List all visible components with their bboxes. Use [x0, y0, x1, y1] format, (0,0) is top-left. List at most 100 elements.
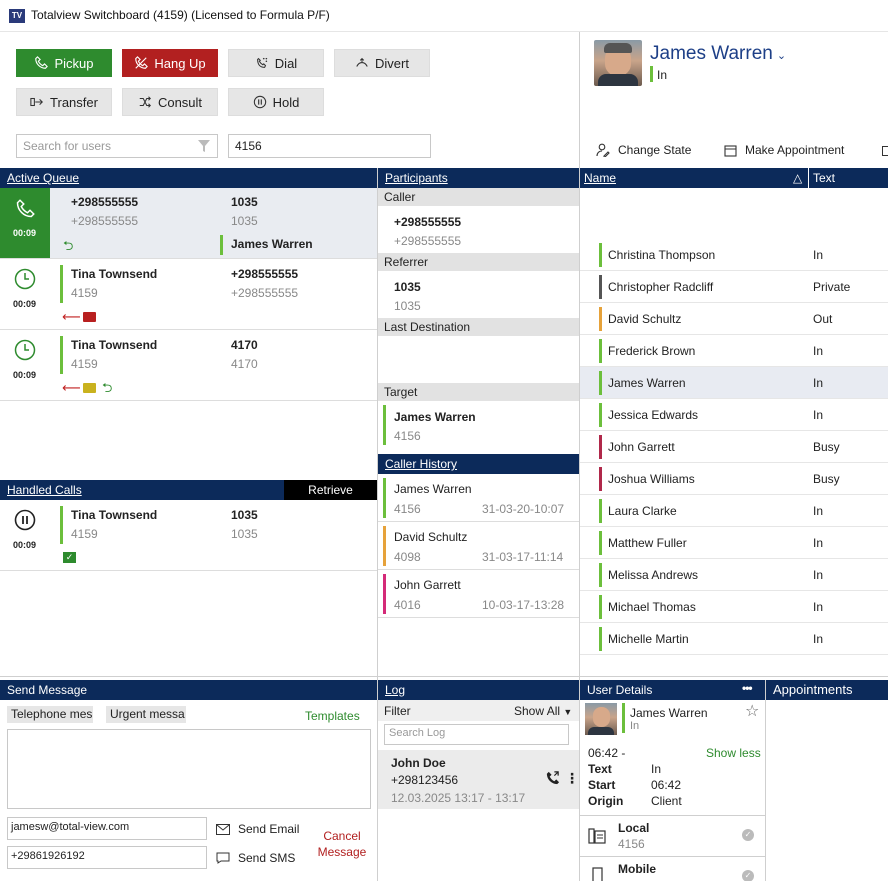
send-sms-button[interactable]: Send SMS: [216, 851, 295, 865]
directory-row[interactable]: Matthew Fuller In: [580, 527, 888, 559]
more-icon[interactable]: •••: [742, 681, 753, 695]
directory-row[interactable]: Frederick Brown In: [580, 335, 888, 367]
template-urgent-message[interactable]: Urgent messa: [106, 706, 186, 723]
log-header: Log: [378, 680, 579, 700]
caller-number: 4159: [71, 286, 98, 300]
caller-history-header: Caller History: [378, 454, 579, 474]
mobile-phone-row[interactable]: Mobile ✓: [580, 857, 765, 881]
caller-history-item[interactable]: David Schultz 4098 31-03-17-11:14: [378, 522, 579, 570]
message-textarea[interactable]: [7, 729, 371, 809]
user-search-input[interactable]: Search for users: [16, 134, 218, 158]
make-appointment-button[interactable]: Make Appointment: [724, 143, 844, 157]
return-icon: ⮌: [102, 380, 113, 395]
directory-row[interactable]: Laura Clarke In: [580, 495, 888, 527]
directory-header: Name △ Text: [580, 168, 888, 188]
caller-history-item[interactable]: John Garrett 4016 10-03-17-13:28: [378, 570, 579, 618]
state-bar: [383, 574, 386, 614]
directory-row[interactable]: Michael Thomas In: [580, 591, 888, 623]
directory-row[interactable]: Christina Thompson In: [580, 239, 888, 271]
consult-button[interactable]: Consult: [122, 88, 218, 116]
text-column-header[interactable]: Text: [813, 171, 836, 185]
divert-icon: [356, 57, 368, 67]
name-column-header[interactable]: Name: [584, 171, 617, 185]
user-state-text: In: [813, 504, 824, 518]
state-bar: [599, 243, 602, 267]
state-bar: [599, 499, 602, 523]
destination-number: 1035: [231, 527, 258, 541]
history-date: 31-03-17-11:14: [482, 550, 564, 564]
user-state-text: In: [813, 568, 824, 582]
pickup-button[interactable]: Pickup: [16, 49, 112, 77]
profile-state: In: [657, 68, 668, 82]
user-state-text: In: [813, 632, 824, 646]
last-destination-label: Last Destination: [378, 318, 579, 336]
local-phone-row[interactable]: Local 4156 ✓: [580, 816, 765, 856]
handled-call[interactable]: 00:09 Tina Townsend 4159 1035 1035 ✓: [0, 500, 377, 571]
filter-icon[interactable]: [197, 139, 211, 153]
number-input[interactable]: 4156: [228, 134, 431, 158]
directory-row[interactable]: Joshua Williams Busy: [580, 463, 888, 495]
directory-row[interactable]: Jessica Edwards In: [580, 399, 888, 431]
directory-row[interactable]: Michelle Martin In: [580, 623, 888, 655]
caller-name: Tina Townsend: [71, 508, 158, 522]
more-vertical-icon[interactable]: ⋮: [565, 770, 579, 786]
retrieve-button[interactable]: Retrieve: [284, 480, 377, 500]
user-state-text: In: [813, 408, 824, 422]
sort-icon[interactable]: △: [793, 171, 803, 185]
phone-icon: [16, 199, 35, 218]
dial-label: Dial: [274, 55, 298, 71]
send-email-button[interactable]: Send Email: [216, 822, 299, 836]
directory-row[interactable]: Melissa Andrews In: [580, 559, 888, 591]
history-number: 4016: [394, 598, 421, 612]
hold-button[interactable]: Hold: [228, 88, 324, 116]
log-entry-time: 12.03.2025 13:17 - 13:17: [391, 791, 526, 805]
dial-button[interactable]: Dial: [228, 49, 324, 77]
appointments-header: Appointments: [766, 680, 888, 700]
show-all-dropdown[interactable]: Show All ▼: [514, 704, 573, 718]
state-bar: [599, 275, 602, 299]
call-transfer-icon[interactable]: [545, 770, 560, 785]
chevron-down-icon[interactable]: ⌄: [776, 50, 787, 62]
divert-button[interactable]: Divert: [334, 49, 430, 77]
state-bar: [599, 371, 602, 395]
change-state-button[interactable]: Change State: [596, 143, 691, 157]
log-search-input[interactable]: Search Log: [384, 724, 569, 745]
caller-history-item[interactable]: James Warren 4156 31-03-20-10:07: [378, 474, 579, 522]
destination-name: 1035: [231, 195, 258, 209]
cancel-message-button[interactable]: Cancel Message: [317, 829, 367, 859]
history-name: John Garrett: [394, 578, 461, 592]
start-label: Start: [588, 778, 616, 792]
show-less-link[interactable]: Show less: [706, 746, 761, 760]
participant-referrer-name: 1035: [394, 280, 421, 294]
destination-name: +298555555: [231, 267, 299, 281]
overflow-icon[interactable]: [882, 146, 888, 156]
sms-field[interactable]: +29861926192: [7, 846, 207, 869]
email-field[interactable]: jamesw@total-view.com: [7, 817, 207, 840]
template-telephone-message[interactable]: Telephone mes: [7, 706, 93, 723]
queue-call-3[interactable]: 00:09 Tina Townsend 4159 4170 4170 ⟵ ⮌: [0, 330, 377, 401]
star-icon[interactable]: ☆: [745, 703, 760, 720]
directory-row[interactable]: David Schultz Out: [580, 303, 888, 335]
pause-icon: [253, 95, 266, 109]
directory-row[interactable]: Christopher Radcliff Private: [580, 271, 888, 303]
log-entry[interactable]: John Doe +298123456 12.03.2025 13:17 - 1…: [378, 750, 579, 809]
state-bar: [599, 531, 602, 555]
origin-label: Origin: [588, 794, 624, 808]
user-name: Frederick Brown: [608, 344, 696, 358]
message-icon: [83, 312, 96, 322]
queue-call-2[interactable]: 00:09 Tina Townsend 4159 +298555555 +298…: [0, 259, 377, 330]
hangup-button[interactable]: Hang Up: [122, 49, 218, 77]
user-name: Melissa Andrews: [608, 568, 699, 582]
directory-row[interactable]: James Warren In: [580, 367, 888, 399]
user-name: Michelle Martin: [608, 632, 689, 646]
directory-row[interactable]: John Garrett Busy: [580, 431, 888, 463]
transfer-button[interactable]: Transfer: [16, 88, 112, 116]
hangup-label: Hang Up: [154, 55, 206, 71]
templates-link[interactable]: Templates: [305, 709, 360, 723]
profile-state-bar: [650, 66, 653, 82]
queue-call-1[interactable]: 00:09 +298555555 +298555555 1035 1035 Ja…: [0, 188, 377, 259]
consult-label: Consult: [157, 94, 203, 110]
user-name: John Garrett: [608, 440, 675, 454]
profile-name[interactable]: James Warren ⌄: [650, 43, 787, 64]
agent-state-bar: [220, 235, 223, 255]
